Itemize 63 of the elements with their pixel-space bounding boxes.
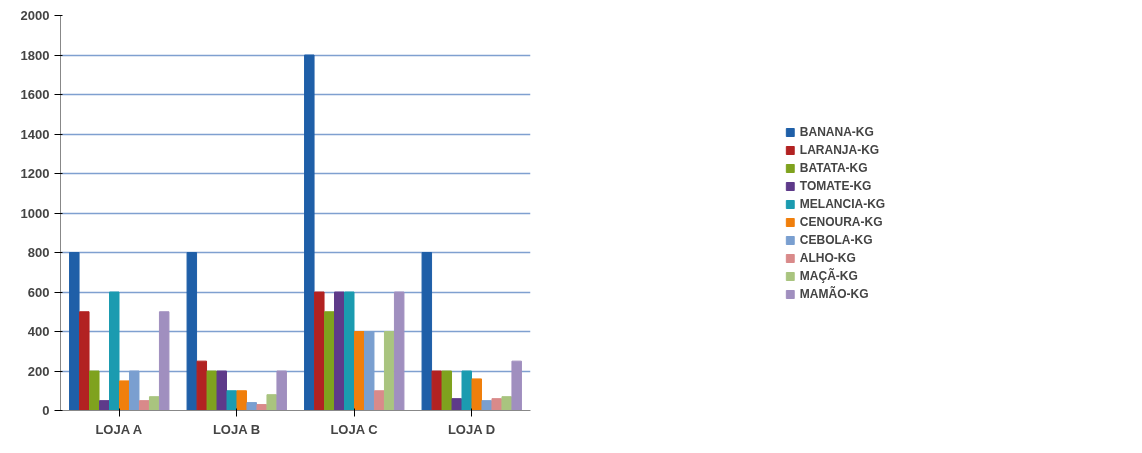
bar — [148, 396, 160, 411]
y-tick-label: 2000 — [20, 8, 50, 23]
bar — [196, 360, 208, 411]
x-tick-label: LOJA B — [212, 421, 261, 437]
y-tick-label: 1200 — [20, 166, 50, 181]
bar — [276, 370, 287, 411]
bar — [99, 400, 110, 411]
bar — [246, 402, 257, 411]
bar — [79, 311, 90, 411]
bar — [266, 394, 277, 411]
legend-label: CEBOLA-KG — [799, 232, 873, 247]
bar — [206, 370, 218, 411]
bar — [471, 378, 482, 411]
legend-label: MELANCIA-KG — [799, 196, 886, 211]
bar — [158, 311, 170, 411]
y-tick-label: 1800 — [20, 47, 50, 63]
legend-label: MAMÃO-KG — [799, 286, 869, 301]
bar — [236, 390, 247, 411]
bar — [256, 404, 267, 411]
bar — [451, 398, 463, 411]
bar — [501, 396, 512, 411]
bar — [383, 331, 395, 411]
bar — [119, 380, 130, 411]
bar — [354, 331, 365, 411]
bar — [431, 370, 443, 411]
bar — [314, 291, 325, 411]
bar — [69, 252, 80, 411]
bar — [461, 370, 472, 411]
y-tick-label: 0 — [42, 403, 50, 418]
legend-label: CENOURA-KG — [799, 214, 883, 229]
bar — [344, 291, 355, 411]
legend-label: MAÇÃ-KG — [799, 268, 858, 283]
y-tick-label: 800 — [27, 245, 50, 260]
y-tick-label: 1600 — [20, 87, 50, 102]
x-tick-label: LOJA D — [447, 421, 496, 437]
bar — [491, 398, 502, 411]
bar — [481, 400, 492, 411]
bar — [109, 291, 120, 411]
y-tick-label: 1400 — [20, 126, 50, 142]
y-tick-label: 600 — [27, 284, 50, 300]
legend-label: TOMATE-KG — [799, 178, 872, 193]
bar — [89, 370, 100, 411]
legend-label: BANANA-KG — [799, 124, 874, 139]
bar — [421, 252, 433, 411]
bar — [373, 390, 385, 411]
bar — [216, 370, 228, 411]
bar — [334, 291, 345, 411]
bar — [324, 311, 335, 411]
bar — [511, 360, 522, 411]
legend-label: BATATA-KG — [799, 160, 868, 175]
x-tick-label: LOJA C — [330, 421, 379, 437]
legend-label: LARANJA-KG — [799, 142, 880, 157]
bar — [138, 400, 150, 411]
y-tick-label: 1000 — [20, 205, 50, 221]
bar — [226, 390, 237, 411]
x-tick-label: LOJA A — [95, 421, 143, 437]
bar — [441, 370, 453, 411]
y-tick-label: 200 — [27, 363, 50, 379]
bar — [304, 54, 315, 411]
bar — [393, 291, 405, 411]
legend-label: ALHO-KG — [799, 250, 856, 265]
bar — [186, 252, 198, 411]
y-tick-label: 400 — [27, 324, 50, 339]
